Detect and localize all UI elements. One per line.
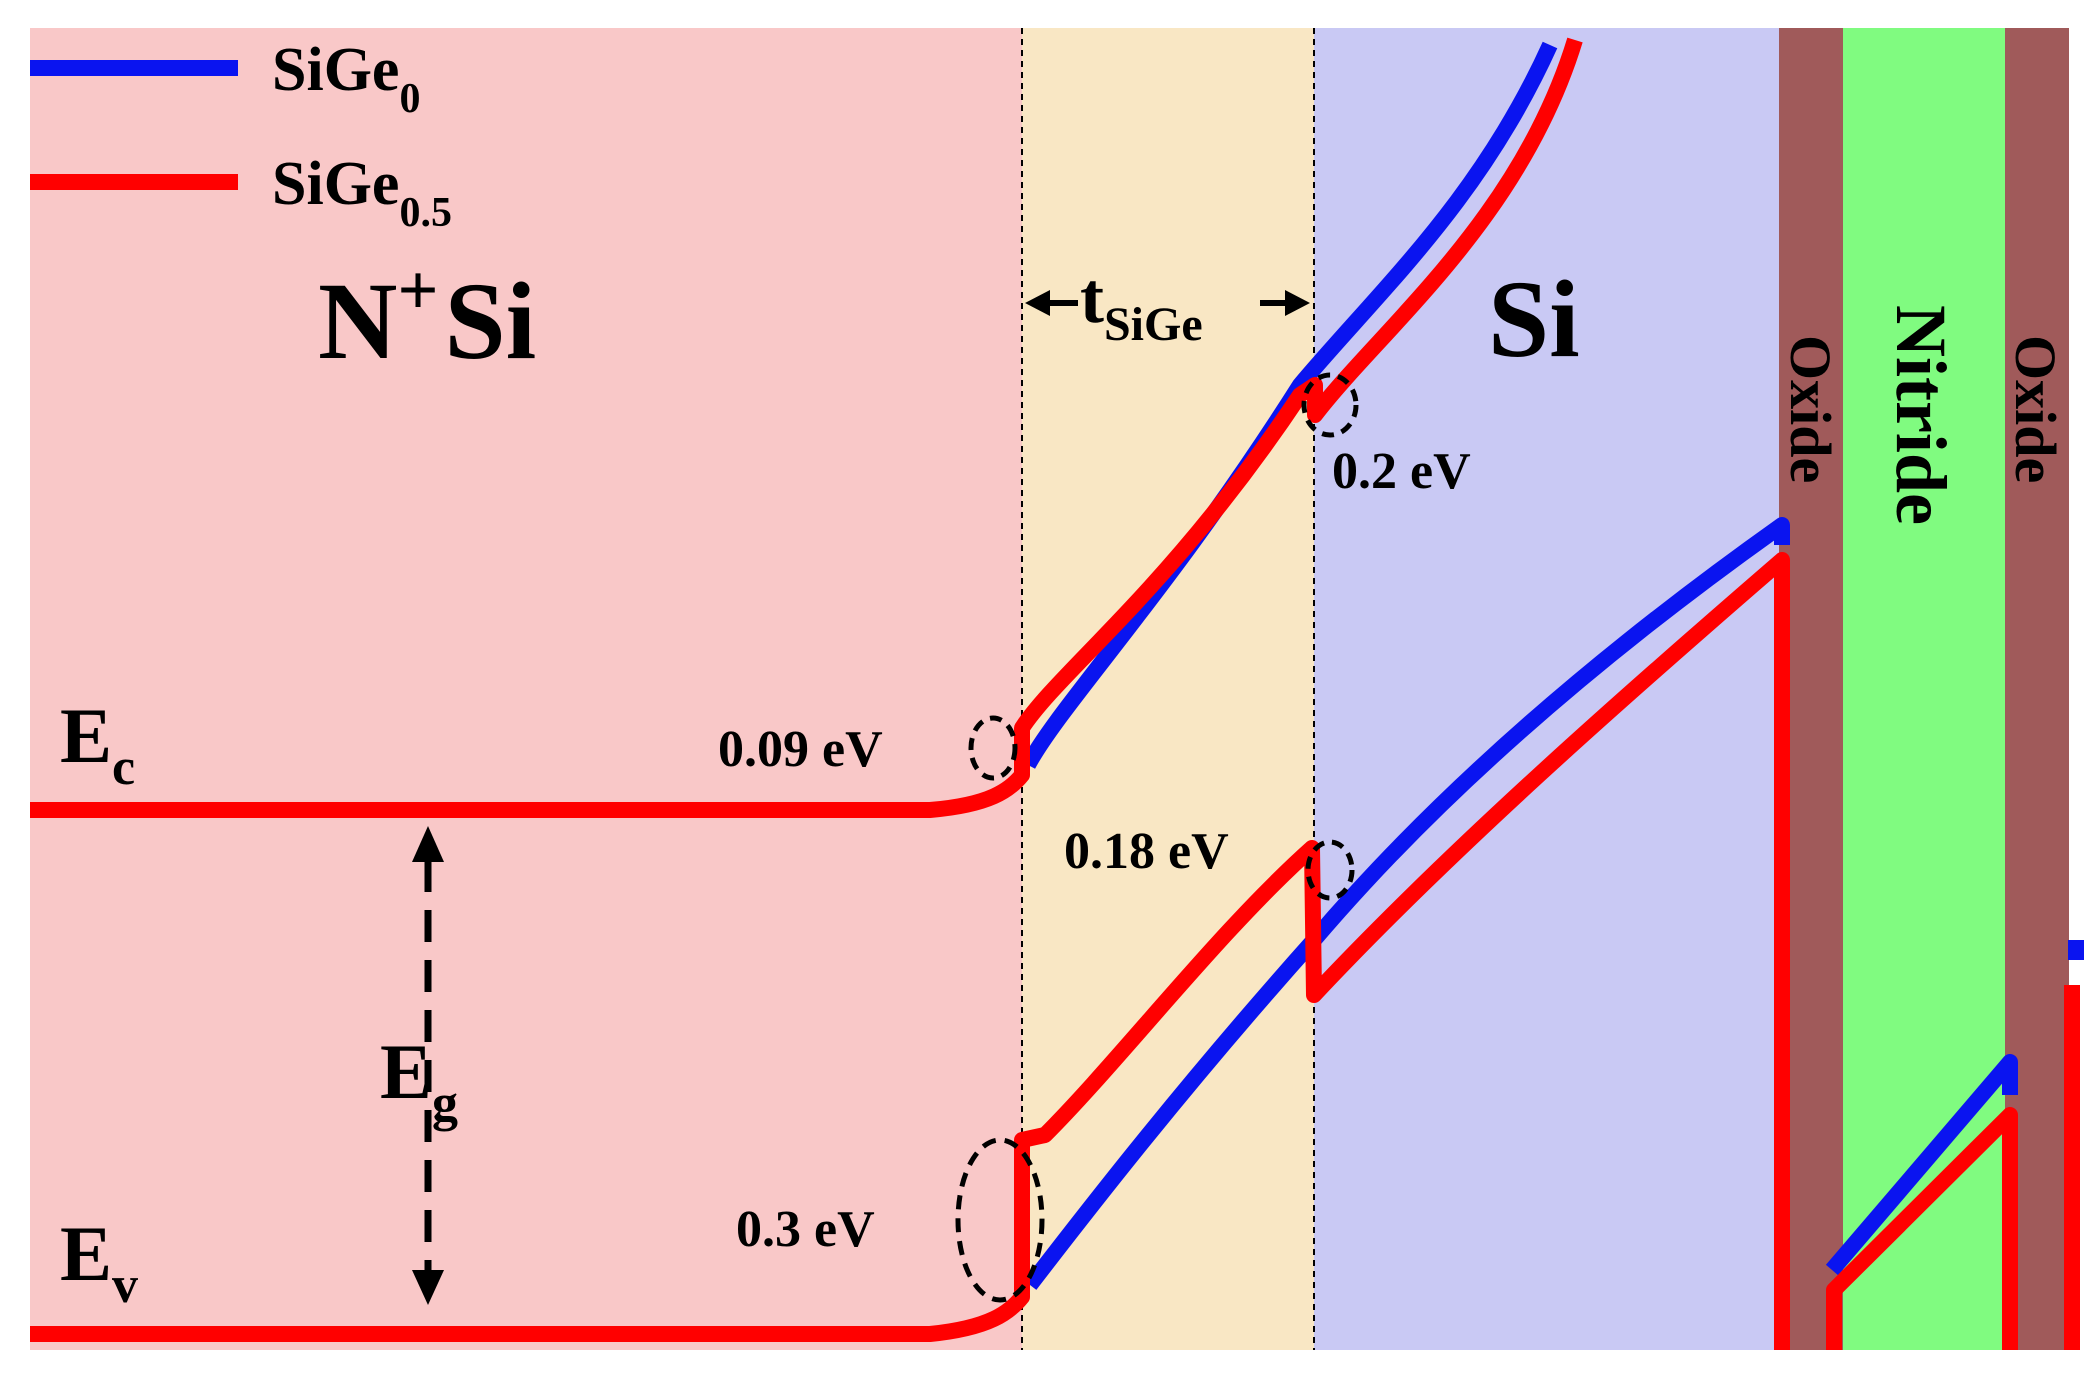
legend-label-sige0: SiGe0: [272, 36, 420, 122]
eg-arrow-head-down: [412, 1270, 444, 1305]
ev-front-offset-marker: [955, 1137, 1045, 1303]
sige0-conduction-band: [1020, 41, 1558, 769]
sige05-valence-band: [30, 552, 1790, 1350]
si-region: [1314, 28, 1779, 1350]
oxide-left-label: Oxide: [1778, 335, 1843, 483]
sige0-valence-band-nitride: [1825, 1054, 2018, 1276]
tsige-arrow-head-right: [1285, 290, 1310, 316]
si-region-label: Si: [1488, 258, 1580, 380]
sige05-valence-band-nitride: [1826, 1107, 2018, 1350]
ec-back-offset-label: 0.2 eV: [1332, 443, 1471, 500]
eg-arrow-head-up: [412, 826, 444, 862]
n-plus-si-region: [30, 28, 1022, 1350]
sige05-conduction-band: [30, 37, 1583, 818]
oxide-right-label: Oxide: [2003, 335, 2068, 483]
ec-front-offset-marker: [968, 715, 1018, 781]
ev-back-offset-label: 0.18 eV: [1064, 823, 1229, 880]
eg-label: Eg: [380, 1028, 458, 1132]
n-plus-si-label: N+Si: [318, 250, 536, 382]
ec-label: Ec: [60, 692, 135, 796]
sige-region: [1022, 28, 1314, 1350]
nitride-label: Nitride: [1881, 305, 1961, 525]
tsige-label: tSiGe: [1080, 258, 1203, 351]
tsige-arrow-head-left: [1025, 290, 1050, 316]
nitride-region: [1843, 28, 2005, 1350]
ev-label: Ev: [60, 1210, 138, 1314]
ec-front-offset-label: 0.09 eV: [718, 721, 883, 778]
ev-back-offset-marker: [1305, 839, 1355, 901]
ec-back-offset-marker: [1301, 372, 1359, 438]
ev-front-offset-label: 0.3 eV: [736, 1201, 875, 1258]
legend-label-sige05: SiGe0.5: [272, 150, 452, 236]
sige0-valence-band: [1023, 517, 1790, 1290]
